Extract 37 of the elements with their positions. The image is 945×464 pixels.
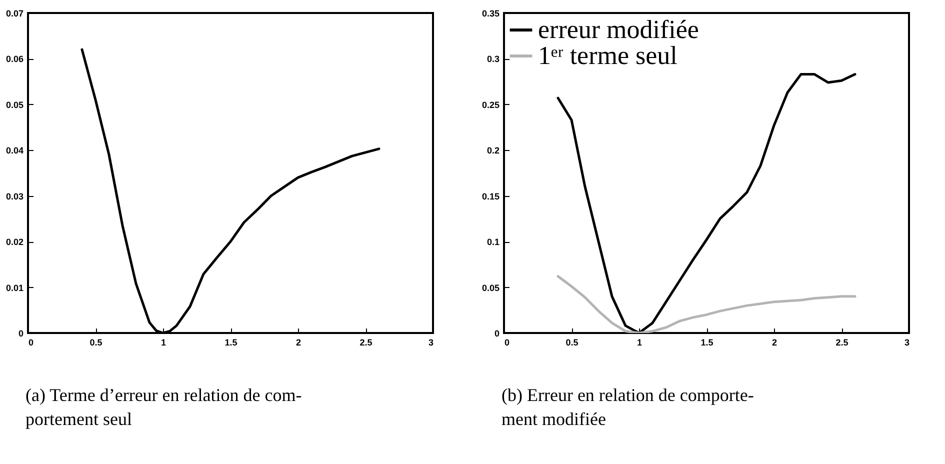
x-tick-label: 0 xyxy=(28,338,34,348)
y-tick-label: 0.05 xyxy=(6,100,24,110)
x-tick-label: 2.5 xyxy=(360,338,372,348)
y-tick-label: 0.02 xyxy=(6,237,24,248)
y-tick-label: 0.15 xyxy=(482,191,500,202)
y-tick-label: 0.03 xyxy=(6,191,24,202)
y-tick-label: 0.3 xyxy=(486,54,500,64)
x-tick-label: 1 xyxy=(636,338,642,348)
x-tick-label: 2.5 xyxy=(836,338,848,348)
x-tick-label: 1.5 xyxy=(700,338,714,348)
text: (b) Erreur en relation de comporte- xyxy=(501,385,754,405)
y-tick-label: 0.1 xyxy=(486,237,500,248)
y-tick-label: 0.05 xyxy=(482,282,500,293)
x-tick-label: 0 xyxy=(504,338,510,348)
x-tick-label: 3 xyxy=(428,338,434,348)
x-tick-label: 0.5 xyxy=(566,338,578,348)
text: (a) Terme d’erreur en relation de com- xyxy=(25,385,302,405)
y-tick-label: 0 xyxy=(494,328,500,338)
x-tick-label: 2 xyxy=(772,338,778,348)
y-tick-label: 0.06 xyxy=(6,54,24,64)
y-tick-label: 0.07 xyxy=(6,8,24,18)
y-tick-label: 0.04 xyxy=(6,146,24,156)
line-series xyxy=(556,275,856,333)
x-tick-label: 1 xyxy=(160,338,166,348)
x-tick-label: 3 xyxy=(904,338,910,348)
y-tick-label: 0.35 xyxy=(482,8,500,18)
legend-label: 1ᵉʳ terme seul xyxy=(538,41,678,70)
y-tick-label: 0 xyxy=(18,328,24,338)
text: ment modifiée xyxy=(501,409,606,429)
legend-label: erreur modifiée xyxy=(538,15,699,44)
text: portement seul xyxy=(25,409,132,429)
y-tick-label: 0.2 xyxy=(486,146,500,156)
y-tick-label: 0.25 xyxy=(482,100,500,110)
x-tick-label: 1.5 xyxy=(224,338,238,348)
y-tick-label: 0.01 xyxy=(6,282,24,293)
x-tick-label: 0.5 xyxy=(90,338,102,348)
x-tick-label: 2 xyxy=(296,338,302,348)
